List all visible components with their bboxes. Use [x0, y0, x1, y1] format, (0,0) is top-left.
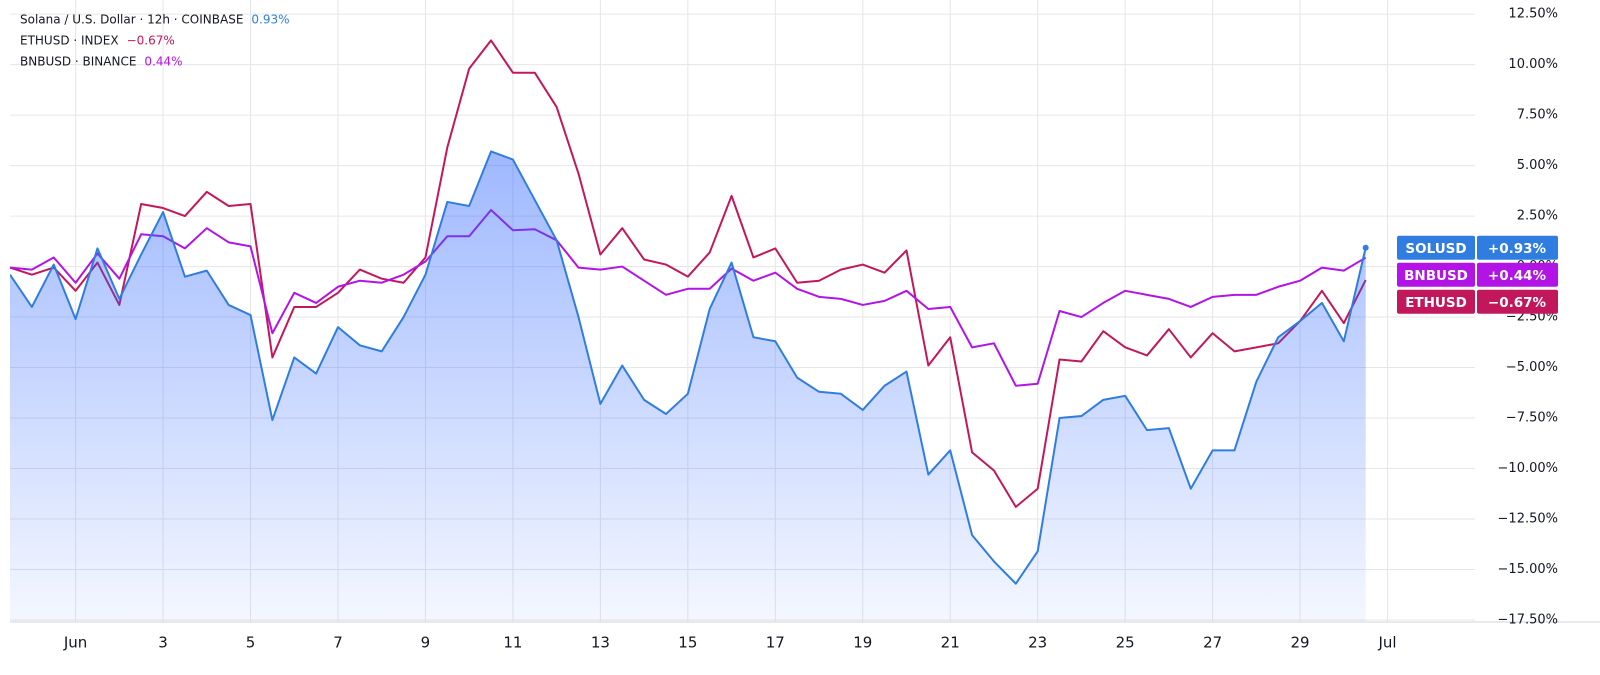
x-tick-label: 3 — [158, 634, 168, 652]
tag-value-box — [1477, 262, 1558, 287]
line — [10, 150, 1367, 585]
y-tick-label: 12.50% — [1508, 7, 1558, 22]
legend-value: −0.67% — [127, 34, 175, 48]
axes: 12.50%10.00%7.50%5.00%2.50%0.00%−2.50%−5… — [63, 7, 1558, 652]
tag-value: +0.93% — [1488, 241, 1547, 257]
legend-value: 0.44% — [144, 55, 182, 69]
x-tick-label: 9 — [421, 634, 431, 652]
x-tick-label: 19 — [853, 634, 872, 652]
legend: Solana / U.S. Dollar · 12h · COINBASE 0.9… — [20, 13, 290, 69]
legend-label: BNBUSD · BINANCE — [20, 55, 136, 69]
y-tick-label: 5.00% — [1517, 158, 1558, 173]
tag-symbol: ETHUSD — [1405, 295, 1467, 311]
x-tick-label: 29 — [1291, 634, 1310, 652]
x-tick-label: 13 — [591, 634, 610, 652]
tag-symbol-box — [1397, 235, 1475, 260]
area — [10, 151, 1366, 622]
tag-symbol: BNBUSD — [1404, 268, 1468, 284]
tag-symbol: SOLUSD — [1405, 241, 1466, 257]
tag-value: +0.44% — [1488, 268, 1547, 284]
x-tick-label: Jul — [1377, 634, 1396, 652]
y-tick-label: 7.50% — [1517, 108, 1558, 123]
y-tick-label: −12.50% — [1498, 512, 1558, 527]
legend-value: 0.93% — [251, 13, 289, 27]
line — [10, 39, 1367, 508]
tag-value: −0.67% — [1488, 295, 1547, 311]
y-tick-label: −7.50% — [1506, 411, 1558, 426]
y-tick-label: −5.00% — [1506, 360, 1558, 375]
legend-label: Solana / U.S. Dollar · 12h · COINBASE — [20, 13, 243, 27]
x-tick-label: 15 — [678, 634, 697, 652]
y-tick-label: 2.50% — [1517, 209, 1558, 224]
tag-symbol-box — [1397, 289, 1475, 314]
x-tick-label: 5 — [246, 634, 256, 652]
x-tick-label: 7 — [333, 634, 343, 652]
x-tick-label: 11 — [503, 634, 522, 652]
x-tick-label: 27 — [1203, 634, 1222, 652]
price-tags: SOLUSD +0.93% BNBUSD +0.44% ETHUSD −0.67% — [1397, 235, 1558, 314]
y-tick-label: 10.00% — [1508, 57, 1558, 72]
tag-value-box — [1477, 289, 1558, 314]
plot-area — [10, 39, 1367, 622]
last-point — [1362, 244, 1369, 251]
legend-label: ETHUSD · INDEX — [20, 34, 119, 48]
tag-value-box — [1477, 235, 1558, 260]
line — [10, 209, 1367, 387]
x-tick-label: 17 — [766, 634, 785, 652]
x-tick-label: 21 — [941, 634, 960, 652]
x-tick-label: 25 — [1116, 634, 1135, 652]
x-tick-label: Jun — [63, 634, 87, 652]
y-tick-label: −17.50% — [1498, 612, 1558, 627]
y-tick-label: −15.00% — [1498, 562, 1558, 577]
tag-symbol-box — [1397, 262, 1475, 287]
y-tick-label: −10.00% — [1498, 461, 1558, 476]
x-tick-label: 23 — [1028, 634, 1047, 652]
